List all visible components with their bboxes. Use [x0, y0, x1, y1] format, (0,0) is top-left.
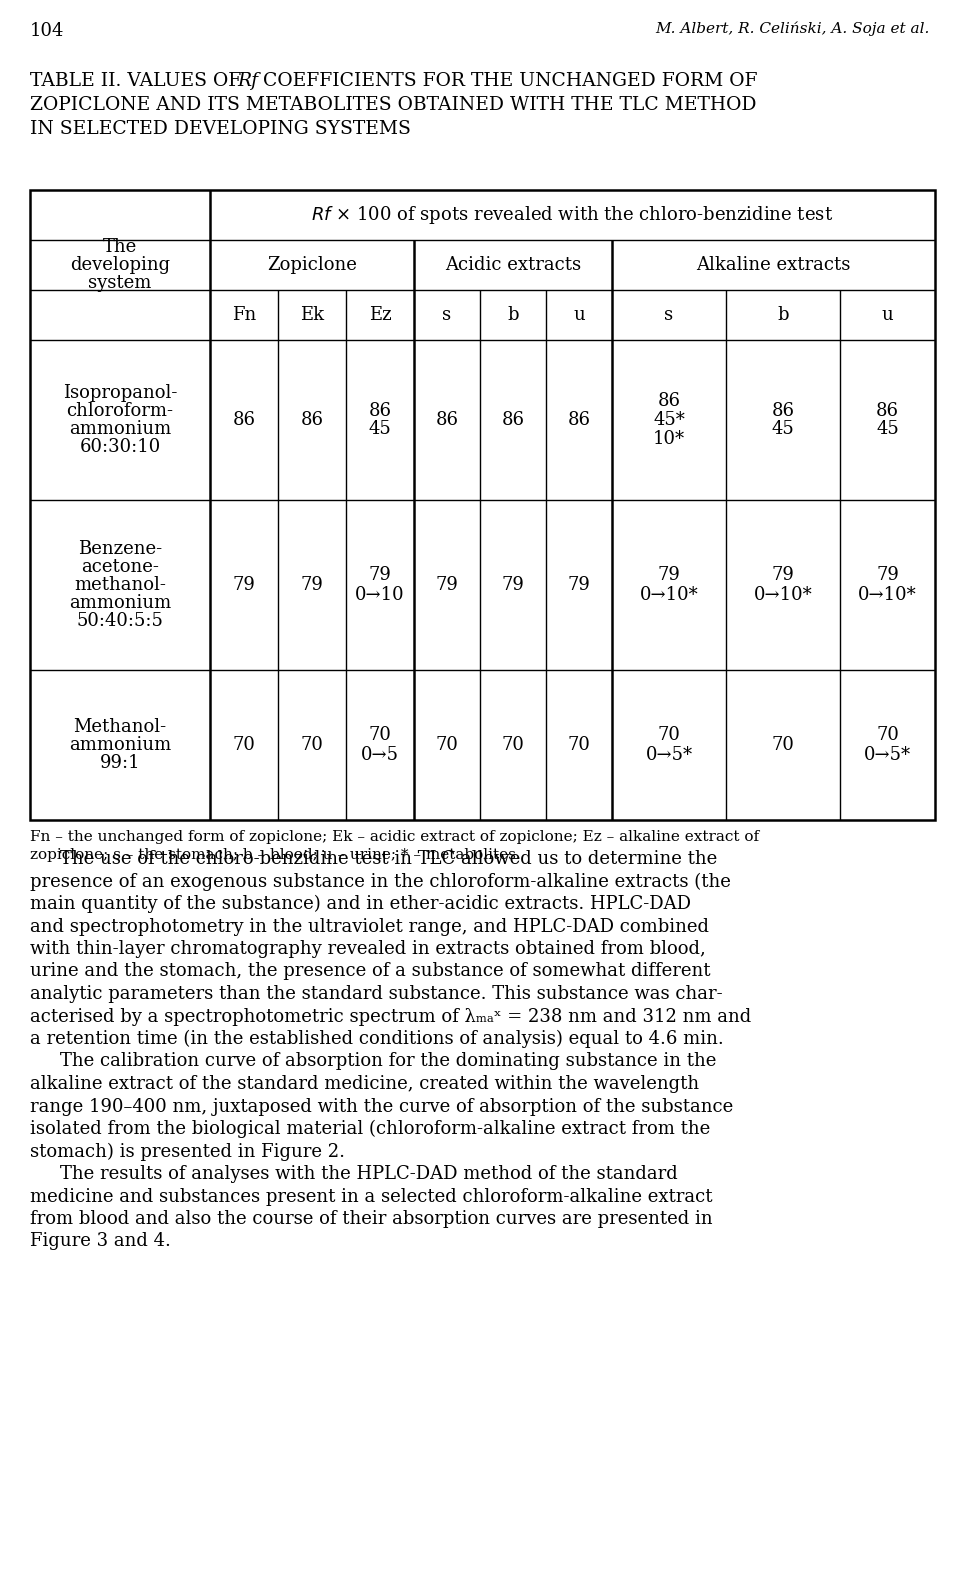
Bar: [30, 190, 935, 820]
Text: 79: 79: [232, 576, 255, 595]
Text: Methanol-: Methanol-: [73, 717, 167, 736]
Text: 79: 79: [567, 576, 590, 595]
Text: 86: 86: [876, 401, 899, 420]
Text: 79: 79: [772, 566, 795, 585]
Text: acetone-: acetone-: [81, 558, 159, 576]
Text: Fn – the unchanged form of zopiclone; Ek – acidic extract of zopiclone; Ez – alk: Fn – the unchanged form of zopiclone; Ek…: [30, 831, 759, 845]
Text: The: The: [103, 238, 137, 256]
Text: 45: 45: [369, 420, 392, 439]
Text: 0→5: 0→5: [361, 746, 399, 763]
Text: 45: 45: [876, 420, 899, 439]
Text: Zopiclone: Zopiclone: [267, 256, 357, 274]
Text: Rf: Rf: [237, 72, 258, 90]
Text: 70: 70: [567, 736, 590, 753]
Text: a retention time (in the established conditions of analysis) equal to 4.6 min.: a retention time (in the established con…: [30, 1030, 724, 1048]
Text: 79: 79: [658, 566, 681, 585]
Text: 70: 70: [772, 736, 795, 753]
Text: presence of an exogenous substance in the chloroform-alkaline extracts (the: presence of an exogenous substance in th…: [30, 873, 731, 890]
Text: 86: 86: [501, 411, 524, 429]
Text: 86: 86: [658, 392, 681, 411]
Text: $Rf$ × 100 of spots revealed with the chloro-benzidine test: $Rf$ × 100 of spots revealed with the ch…: [311, 204, 833, 227]
Text: 50:40:5:5: 50:40:5:5: [77, 612, 163, 631]
Text: Acidic extracts: Acidic extracts: [444, 256, 581, 274]
Text: 86: 86: [567, 411, 590, 429]
Text: 0→10: 0→10: [355, 585, 405, 604]
Text: Figure 3 and 4.: Figure 3 and 4.: [30, 1233, 171, 1251]
Text: Fn: Fn: [232, 307, 256, 324]
Text: s: s: [664, 307, 674, 324]
Text: 45*: 45*: [653, 411, 684, 429]
Text: with thin-layer chromatography revealed in extracts obtained from blood,: with thin-layer chromatography revealed …: [30, 941, 706, 958]
Text: medicine and substances present in a selected chloroform-alkaline extract: medicine and substances present in a sel…: [30, 1188, 712, 1205]
Text: from blood and also the course of their absorption curves are presented in: from blood and also the course of their …: [30, 1210, 712, 1229]
Text: 70: 70: [436, 736, 459, 753]
Text: 70: 70: [369, 727, 392, 744]
Text: 104: 104: [30, 22, 64, 39]
Text: analytic parameters than the standard substance. This substance was char-: analytic parameters than the standard su…: [30, 985, 723, 1004]
Text: urine and the stomach, the presence of a substance of somewhat different: urine and the stomach, the presence of a…: [30, 963, 710, 980]
Text: ammonium: ammonium: [69, 595, 171, 612]
Text: methanol-: methanol-: [74, 576, 166, 595]
Text: 79: 79: [369, 566, 392, 585]
Text: stomach) is presented in Figure 2.: stomach) is presented in Figure 2.: [30, 1142, 345, 1161]
Text: 70: 70: [876, 727, 899, 744]
Text: 0→5*: 0→5*: [864, 746, 911, 763]
Text: 86: 86: [772, 401, 795, 420]
Text: 0→5*: 0→5*: [645, 746, 692, 763]
Text: The results of analyses with the HPLC-DAD method of the standard: The results of analyses with the HPLC-DA…: [60, 1166, 678, 1183]
Text: Benzene-: Benzene-: [78, 540, 162, 558]
Text: u: u: [881, 307, 894, 324]
Text: u: u: [573, 307, 585, 324]
Text: The calibration curve of absorption for the dominating substance in the: The calibration curve of absorption for …: [60, 1052, 716, 1071]
Text: 79: 79: [300, 576, 324, 595]
Text: COEFFICIENTS FOR THE UNCHANGED FORM OF: COEFFICIENTS FOR THE UNCHANGED FORM OF: [257, 72, 757, 90]
Text: developing: developing: [70, 256, 170, 274]
Text: 70: 70: [232, 736, 255, 753]
Text: s: s: [443, 307, 451, 324]
Text: system: system: [88, 274, 152, 293]
Text: acterised by a spectrophotometric spectrum of λₘₐˣ = 238 nm and 312 nm and: acterised by a spectrophotometric spectr…: [30, 1007, 752, 1026]
Text: Isopropanol-: Isopropanol-: [62, 384, 178, 403]
Text: alkaline extract of the standard medicine, created within the wavelength: alkaline extract of the standard medicin…: [30, 1074, 699, 1093]
Text: M. Albert, R. Celiński, A. Soja et al.: M. Albert, R. Celiński, A. Soja et al.: [656, 22, 930, 36]
Text: b: b: [778, 307, 789, 324]
Text: b: b: [507, 307, 518, 324]
Text: IN SELECTED DEVELOPING SYSTEMS: IN SELECTED DEVELOPING SYSTEMS: [30, 120, 411, 138]
Text: main quantity of the substance) and in ether-acidic extracts. HPLC-DAD: main quantity of the substance) and in e…: [30, 895, 691, 914]
Text: 79: 79: [876, 566, 899, 585]
Text: 70: 70: [658, 727, 681, 744]
Text: chloroform-: chloroform-: [66, 403, 174, 420]
Text: zopiclone; s – the stomach; b – blood; u – urine; * – metabolites.: zopiclone; s – the stomach; b – blood; u…: [30, 848, 520, 862]
Text: 79: 79: [436, 576, 459, 595]
Text: 0→10*: 0→10*: [858, 585, 917, 604]
Text: The use of the chloro-benzidine test in TLC allowed us to determine the: The use of the chloro-benzidine test in …: [60, 849, 717, 868]
Text: 86: 86: [436, 411, 459, 429]
Text: 70: 70: [501, 736, 524, 753]
Text: 60:30:10: 60:30:10: [80, 437, 160, 456]
Text: TABLE II. VALUES OF: TABLE II. VALUES OF: [30, 72, 248, 90]
Text: 10*: 10*: [653, 429, 685, 448]
Text: ammonium: ammonium: [69, 736, 171, 753]
Text: 0→10*: 0→10*: [639, 585, 698, 604]
Text: 99:1: 99:1: [100, 753, 140, 772]
Text: 70: 70: [300, 736, 324, 753]
Text: 79: 79: [501, 576, 524, 595]
Text: Ez: Ez: [369, 307, 392, 324]
Text: isolated from the biological material (chloroform-alkaline extract from the: isolated from the biological material (c…: [30, 1120, 710, 1139]
Text: Ek: Ek: [300, 307, 324, 324]
Text: ZOPICLONE AND ITS METABOLITES OBTAINED WITH THE TLC METHOD: ZOPICLONE AND ITS METABOLITES OBTAINED W…: [30, 96, 756, 113]
Text: ammonium: ammonium: [69, 420, 171, 437]
Text: and spectrophotometry in the ultraviolet range, and HPLC-DAD combined: and spectrophotometry in the ultraviolet…: [30, 917, 709, 936]
Text: 45: 45: [772, 420, 794, 439]
Text: 0→10*: 0→10*: [754, 585, 812, 604]
Text: range 190–400 nm, juxtaposed with the curve of absorption of the substance: range 190–400 nm, juxtaposed with the cu…: [30, 1098, 733, 1115]
Text: Alkaline extracts: Alkaline extracts: [696, 256, 851, 274]
Text: 86: 86: [369, 401, 392, 420]
Text: 86: 86: [232, 411, 255, 429]
Text: 86: 86: [300, 411, 324, 429]
